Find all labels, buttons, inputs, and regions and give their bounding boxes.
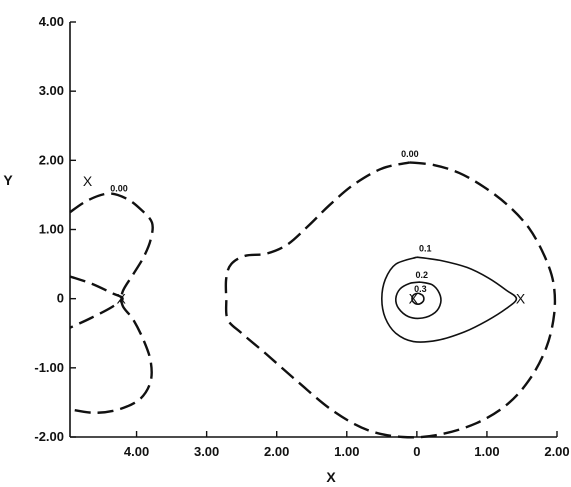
contour-line [394, 281, 442, 320]
contour-labels: 0.00 0.00 0.1 0.2 0.3 [110, 149, 431, 294]
x-axis-label: X [326, 469, 336, 485]
contour-line [69, 275, 124, 329]
y-axis-label: Y [3, 172, 13, 188]
x-marker: X [516, 291, 526, 307]
contour-level-label: 0.00 [401, 149, 419, 159]
contour-line [224, 161, 557, 439]
x-tick-label: 0 [413, 444, 420, 459]
x-tick-label: 3.00 [194, 444, 219, 459]
x-marker: X [409, 291, 419, 307]
x-tick-label: 1.00 [334, 444, 359, 459]
contour-level-label: 0.3 [414, 284, 427, 294]
y-tick-label: 1.00 [39, 222, 64, 237]
x-tick-label: 2.00 [264, 444, 289, 459]
y-tick-label: 4.00 [39, 14, 64, 29]
x-tick-label: 4.00 [124, 444, 149, 459]
contour-lines [69, 161, 557, 439]
contour-level-label: 0.00 [110, 183, 128, 193]
tick-labels: 4.00 3.00 2.00 1.00 0 -1.00 -2.00 4.00 3.00 2.00 1… [34, 14, 569, 459]
contour-line [381, 256, 518, 343]
axes [69, 22, 557, 438]
contour-level-label: 0.1 [419, 244, 432, 254]
x-marker: X [116, 291, 126, 307]
contour-line [411, 292, 425, 306]
y-tick-label: -1.00 [34, 360, 64, 375]
markers: X X X X [83, 173, 526, 307]
y-tick-label: 0 [57, 291, 64, 306]
contour-level-label: 0.2 [416, 270, 429, 280]
x-tick-label: 2.00 [544, 444, 569, 459]
x-tick-label: 1.00 [474, 444, 499, 459]
contour-line [69, 192, 154, 414]
tick-marks [70, 21, 558, 438]
y-tick-label: -2.00 [34, 429, 64, 444]
x-marker: X [83, 173, 93, 189]
y-tick-label: 3.00 [39, 83, 64, 98]
y-tick-label: 2.00 [39, 152, 64, 167]
